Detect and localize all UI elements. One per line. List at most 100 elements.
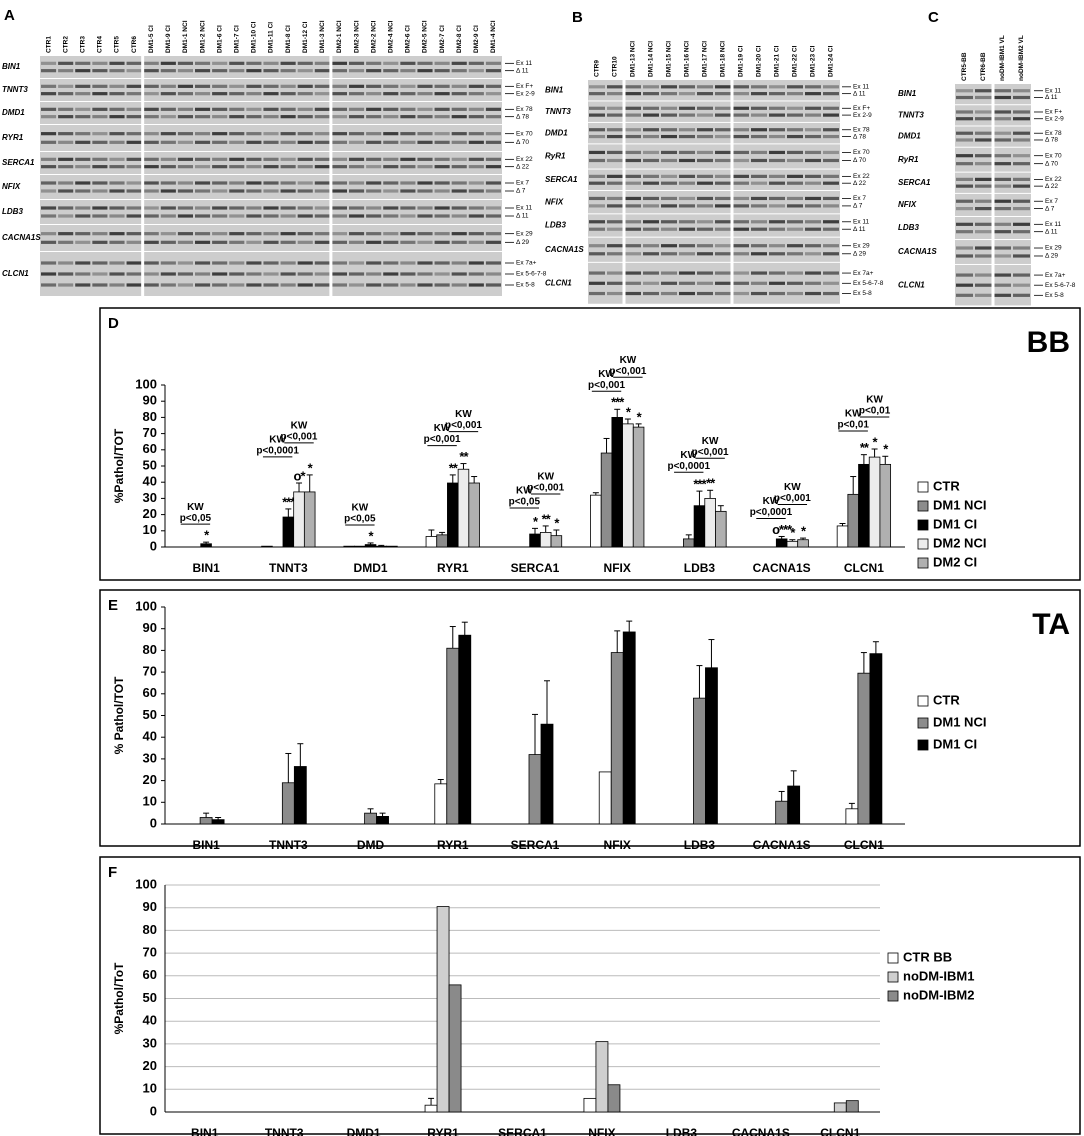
gel-band — [769, 252, 785, 256]
gel-band — [625, 196, 641, 201]
gel-band — [451, 214, 467, 218]
gel-band — [246, 261, 262, 265]
lane-label: DM2-6 CI — [405, 25, 412, 53]
band-label: Δ 11 — [516, 67, 529, 74]
gel-band — [41, 283, 57, 287]
panel-letter: F — [108, 864, 117, 881]
gel-band — [697, 227, 713, 231]
gel-band — [58, 69, 74, 73]
gel-band — [92, 157, 108, 161]
gel-band — [679, 281, 695, 285]
gel-band — [177, 140, 193, 144]
gel-band — [975, 110, 992, 114]
gel-band — [625, 128, 641, 132]
gel-band — [280, 61, 296, 65]
lane-label: DM1-7 CI — [233, 25, 240, 53]
x-tick-label: LDB3 — [684, 838, 716, 852]
gel-band — [349, 214, 365, 218]
gel-band — [679, 113, 695, 117]
bar — [600, 452, 613, 548]
gel-band — [246, 92, 262, 96]
gel-band — [143, 157, 159, 161]
gel-band — [679, 92, 695, 96]
gel-band — [314, 115, 330, 119]
x-tick-label: BIN1 — [192, 561, 220, 575]
gel-band — [625, 204, 641, 208]
gel-band — [589, 252, 605, 256]
gel-band — [297, 272, 313, 276]
gel-band — [975, 154, 992, 158]
gel-band — [160, 61, 176, 65]
gel-band — [733, 227, 749, 231]
gel-band — [715, 92, 731, 96]
gel-band — [58, 165, 74, 169]
gel-band — [661, 158, 677, 163]
gel-band — [212, 214, 228, 218]
gel-band — [994, 95, 1011, 100]
gel-band — [195, 92, 211, 96]
x-tick-label: CLCN1 — [844, 561, 884, 575]
gel-band — [625, 174, 641, 178]
gel-band — [787, 150, 803, 155]
lane-label: DM2-9 CI — [473, 25, 480, 53]
gel-band — [994, 273, 1011, 277]
gel-band — [417, 92, 433, 96]
legend-label: DM1 CI — [933, 516, 977, 531]
gel-band — [625, 92, 641, 96]
gel-band — [715, 181, 731, 185]
gel-band — [246, 189, 262, 193]
gel-band — [485, 140, 501, 144]
gel-band — [769, 227, 785, 231]
gel-band — [733, 244, 749, 248]
x-tick-label: BIN1 — [191, 1126, 219, 1136]
gel-band — [383, 140, 399, 144]
gel-band — [956, 254, 973, 258]
band-label: Ex 2-9 — [853, 112, 872, 119]
gel-band — [143, 92, 159, 96]
x-tick-label: CACNA1S — [753, 838, 811, 852]
gel-band — [1013, 222, 1030, 226]
gel-band — [143, 189, 159, 193]
gel-band — [314, 132, 330, 136]
gene-label: LDB3 — [2, 207, 23, 216]
gel-band — [787, 134, 803, 139]
gel-band — [212, 92, 228, 96]
significance-marker: * — [873, 434, 879, 449]
gel-band — [314, 84, 330, 88]
y-tick-label: 20 — [143, 1058, 157, 1073]
gel-band — [994, 117, 1011, 121]
gel-band — [109, 61, 125, 65]
test-name: KW — [434, 423, 451, 434]
legend-swatch — [887, 971, 899, 983]
gel-band — [956, 138, 973, 142]
panel-letter: B — [572, 9, 583, 26]
gel-band — [58, 206, 74, 210]
gel-band — [697, 196, 713, 201]
band-label: Ex 5-8 — [1045, 292, 1064, 299]
gel-band — [823, 158, 839, 163]
test-p-value: p<0,05 — [180, 513, 212, 524]
gel-band — [697, 252, 713, 256]
gel-band — [733, 128, 749, 132]
gel-band — [143, 107, 159, 111]
gel-band — [212, 115, 228, 119]
y-axis-title: %Pathol/TOT — [112, 428, 126, 503]
gel-band — [263, 140, 279, 144]
gel-band — [805, 291, 821, 296]
gel-band — [679, 244, 695, 248]
gel-band — [625, 291, 641, 296]
gel-band — [434, 283, 450, 287]
gel-band — [715, 134, 731, 139]
gel-band — [823, 281, 839, 285]
gel-band — [58, 181, 74, 185]
band-label: Δ 78 — [1045, 137, 1058, 144]
gene-label: CACNA1S — [2, 233, 41, 242]
gel-band — [58, 115, 74, 119]
gel-band — [994, 184, 1011, 188]
gel-band — [195, 69, 211, 73]
gel-strip — [40, 200, 502, 224]
gene-label: CLCN1 — [898, 280, 925, 289]
gel-band — [451, 84, 467, 88]
test-p-value: p<0,0001 — [256, 446, 299, 457]
gel-band — [195, 107, 211, 111]
